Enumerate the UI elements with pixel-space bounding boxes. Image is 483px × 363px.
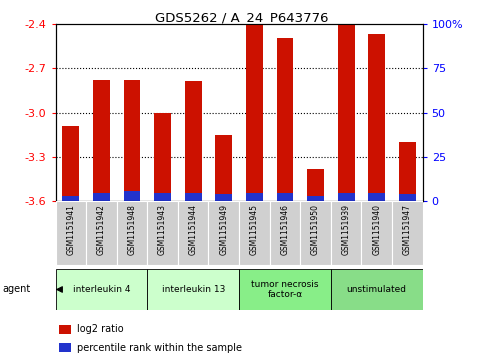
- Bar: [124, 80, 141, 201]
- Bar: [86, 201, 117, 265]
- Bar: [147, 269, 239, 310]
- Text: agent: agent: [2, 285, 30, 294]
- Bar: [209, 201, 239, 265]
- Bar: [117, 201, 147, 265]
- Bar: [62, 196, 79, 201]
- Bar: [392, 201, 423, 265]
- Bar: [300, 201, 331, 265]
- Bar: [147, 201, 178, 265]
- Bar: [399, 142, 416, 201]
- Text: GSM1151942: GSM1151942: [97, 204, 106, 255]
- Text: tumor necrosis
factor-α: tumor necrosis factor-α: [251, 280, 319, 299]
- Bar: [59, 343, 71, 352]
- Bar: [369, 192, 385, 201]
- Text: GSM1151943: GSM1151943: [158, 204, 167, 255]
- Bar: [215, 135, 232, 201]
- Bar: [277, 192, 293, 201]
- Text: GSM1151948: GSM1151948: [128, 204, 137, 255]
- Bar: [154, 113, 171, 201]
- Bar: [93, 192, 110, 201]
- Bar: [185, 192, 201, 201]
- Text: log2 ratio: log2 ratio: [77, 324, 124, 334]
- Bar: [124, 191, 141, 201]
- Text: GSM1151945: GSM1151945: [250, 204, 259, 255]
- Bar: [338, 192, 355, 201]
- Bar: [178, 201, 209, 265]
- Bar: [307, 196, 324, 201]
- Bar: [59, 325, 71, 334]
- Text: GSM1151941: GSM1151941: [66, 204, 75, 255]
- Bar: [246, 24, 263, 201]
- Bar: [331, 201, 361, 265]
- Text: interleukin 13: interleukin 13: [161, 285, 225, 294]
- Bar: [93, 80, 110, 201]
- Bar: [277, 38, 293, 201]
- Text: unstimulated: unstimulated: [347, 285, 407, 294]
- Text: GDS5262 / A_24_P643776: GDS5262 / A_24_P643776: [155, 11, 328, 24]
- Bar: [56, 201, 86, 265]
- Text: interleukin 4: interleukin 4: [72, 285, 130, 294]
- Bar: [338, 24, 355, 201]
- Bar: [369, 34, 385, 201]
- Bar: [215, 194, 232, 201]
- Bar: [361, 201, 392, 265]
- Bar: [270, 201, 300, 265]
- Text: GSM1151946: GSM1151946: [281, 204, 289, 255]
- Text: GSM1151949: GSM1151949: [219, 204, 228, 255]
- Bar: [399, 194, 416, 201]
- Bar: [56, 269, 147, 310]
- Bar: [154, 192, 171, 201]
- Bar: [62, 126, 79, 201]
- Bar: [239, 269, 331, 310]
- Bar: [331, 269, 423, 310]
- Text: percentile rank within the sample: percentile rank within the sample: [77, 343, 242, 353]
- Text: GSM1151940: GSM1151940: [372, 204, 381, 255]
- Bar: [185, 81, 201, 201]
- Text: GSM1151944: GSM1151944: [189, 204, 198, 255]
- Bar: [307, 169, 324, 201]
- Bar: [246, 192, 263, 201]
- Text: GSM1151939: GSM1151939: [341, 204, 351, 255]
- Text: GSM1151950: GSM1151950: [311, 204, 320, 255]
- Text: GSM1151947: GSM1151947: [403, 204, 412, 255]
- Bar: [239, 201, 270, 265]
